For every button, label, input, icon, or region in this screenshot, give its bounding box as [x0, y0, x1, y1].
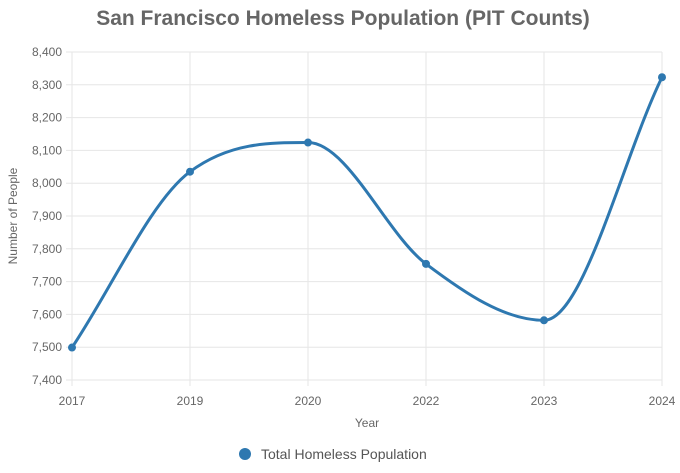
y-tick-label: 8,400	[32, 45, 62, 59]
data-point-2022[interactable]	[422, 259, 430, 268]
y-tick-label: 7,800	[32, 242, 62, 256]
x-axis-ticks: 2017 2019 2020 2022 2023 2024	[59, 394, 676, 408]
y-tick-label: 7,500	[32, 340, 62, 354]
data-point-2017[interactable]	[68, 343, 76, 352]
grid	[66, 51, 663, 386]
x-tick-label: 2024	[649, 394, 676, 408]
data-point-2019[interactable]	[186, 167, 194, 176]
series-line	[70, 75, 664, 350]
chart-title: San Francisco Homeless Population (PIT C…	[96, 7, 590, 30]
x-axis-label: Year	[355, 416, 379, 430]
data-point-2023[interactable]	[540, 316, 548, 325]
series	[68, 73, 666, 352]
x-tick-label: 2023	[531, 394, 558, 408]
y-tick-label: 7,400	[32, 373, 62, 387]
y-tick-label: 8,300	[32, 78, 62, 92]
x-tick-label: 2022	[413, 394, 440, 408]
y-tick-label: 7,900	[32, 209, 62, 223]
y-axis-label: Number of People	[6, 167, 20, 264]
x-tick-label: 2020	[295, 394, 322, 408]
y-tick-label: 7,600	[32, 307, 62, 321]
x-tick-label: 2017	[59, 394, 86, 408]
y-tick-label: 8,200	[32, 111, 62, 125]
legend-marker	[239, 448, 251, 460]
legend-label: Total Homeless Population	[261, 446, 427, 462]
y-tick-label: 7,700	[32, 275, 62, 289]
y-axis-ticks: 7,400 7,500 7,600 7,700 7,800 7,900 8,000 8,100…	[32, 45, 62, 387]
data-point-2024[interactable]	[658, 73, 666, 82]
legend[interactable]: Total Homeless Population	[239, 446, 427, 462]
y-tick-label: 8,000	[32, 176, 62, 190]
x-tick-label: 2019	[177, 394, 204, 408]
y-tick-label: 8,100	[32, 143, 62, 157]
data-point-2020[interactable]	[304, 138, 312, 147]
